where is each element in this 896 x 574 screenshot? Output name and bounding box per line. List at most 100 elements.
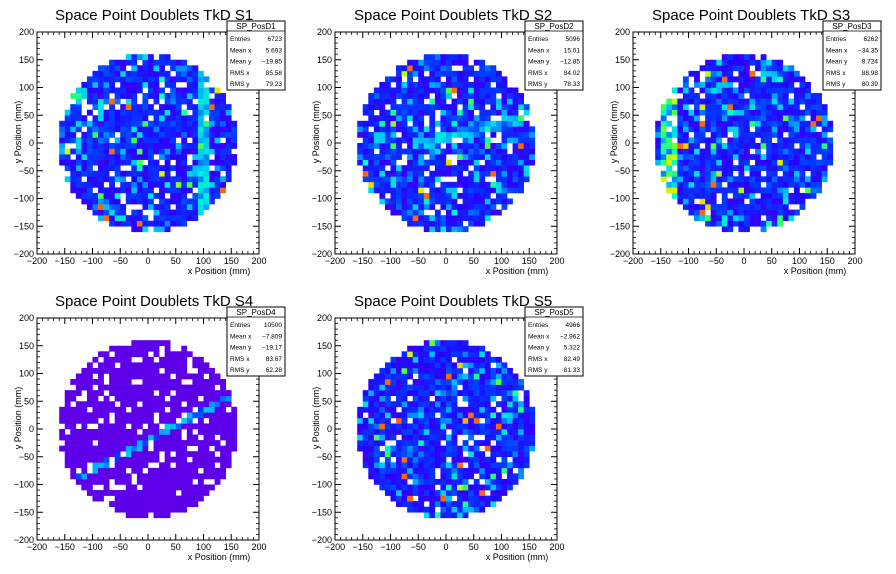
- heatmap-bin: [523, 423, 530, 430]
- heatmap-bin: [362, 429, 369, 435]
- heatmap-bin: [523, 120, 530, 127]
- heatmap-bin: [512, 429, 519, 435]
- heatmap-bin: [186, 395, 193, 402]
- heatmap-bin: [64, 131, 71, 138]
- heatmap-bin: [473, 440, 480, 446]
- stats-key: RMS x: [528, 356, 548, 363]
- heatmap-bin: [507, 484, 513, 491]
- heatmap-bin: [98, 76, 104, 83]
- heatmap-bin: [142, 484, 149, 491]
- heatmap-bin: [479, 204, 486, 210]
- heatmap-bin: [220, 154, 226, 160]
- x-tick-label: 150: [522, 256, 537, 266]
- heatmap-bin: [429, 131, 436, 138]
- heatmap-bin: [440, 81, 447, 88]
- heatmap-bin: [120, 445, 127, 452]
- y-tick-label: −100: [312, 480, 332, 490]
- heatmap-bin: [434, 65, 441, 72]
- heatmap-bin: [373, 104, 380, 110]
- heatmap-bin: [423, 467, 430, 474]
- heatmap-bin: [59, 412, 66, 419]
- stats-key: RMS x: [230, 70, 250, 77]
- heatmap-bin: [164, 384, 171, 391]
- heatmap-bin: [501, 379, 508, 385]
- heatmap-bin: [423, 81, 430, 88]
- heatmap-bin: [440, 478, 447, 485]
- heatmap-bin: [512, 423, 519, 430]
- heatmap-bin: [120, 390, 127, 396]
- heatmap-bin: [148, 137, 154, 144]
- heatmap-bin: [440, 170, 447, 177]
- heatmap-bin: [412, 440, 419, 446]
- heatmap-bin: [501, 440, 508, 446]
- heatmap-bin: [529, 126, 536, 133]
- heatmap-bin: [523, 440, 530, 446]
- heatmap-bin: [70, 181, 77, 188]
- heatmap-bin: [373, 93, 380, 99]
- heatmap-bin: [159, 204, 165, 210]
- heatmap-bin: [390, 401, 397, 408]
- heatmap-bin: [75, 434, 82, 441]
- heatmap-bin: [120, 109, 127, 116]
- heatmap-bin: [231, 429, 238, 435]
- heatmap-bin: [142, 412, 149, 419]
- heatmap-bin: [418, 187, 425, 194]
- heatmap-bin: [484, 412, 491, 419]
- heatmap-bin: [727, 54, 734, 61]
- heatmap-bin: [153, 345, 160, 352]
- heatmap-bin: [148, 373, 154, 380]
- heatmap-bin: [446, 440, 452, 446]
- heatmap-bin: [181, 209, 188, 216]
- heatmap-bin: [429, 412, 436, 419]
- heatmap-bin: [462, 495, 469, 502]
- heatmap-bin: [732, 148, 739, 155]
- heatmap-bin: [86, 148, 93, 155]
- heatmap-bin: [396, 198, 402, 205]
- heatmap-bin: [379, 429, 386, 435]
- heatmap-bin: [379, 98, 386, 105]
- heatmap-bin: [109, 143, 115, 149]
- heatmap-bin: [744, 154, 750, 160]
- heatmap-bin: [373, 462, 380, 469]
- heatmap-bin: [473, 390, 480, 396]
- heatmap-bin: [716, 131, 723, 138]
- heatmap-bin: [114, 473, 121, 480]
- stats-name: SP_PosD1: [236, 22, 276, 31]
- heatmap-bin: [429, 478, 436, 485]
- heatmap-bin: [203, 423, 210, 430]
- heatmap-bin: [125, 434, 132, 441]
- heatmap-bin: [671, 176, 678, 183]
- heatmap-bin: [418, 215, 425, 221]
- heatmap-bin: [473, 495, 480, 502]
- heatmap-bin: [738, 204, 745, 210]
- heatmap-bin: [209, 159, 215, 166]
- heatmap-bin: [225, 154, 232, 160]
- heatmap-bin: [782, 181, 789, 188]
- heatmap-bin: [490, 148, 497, 155]
- heatmap-bin: [727, 187, 734, 194]
- heatmap-bin: [159, 209, 165, 216]
- heatmap-bin: [423, 434, 430, 441]
- heatmap-bin: [451, 395, 458, 402]
- heatmap-bin: [379, 159, 386, 166]
- heatmap-bin: [771, 131, 778, 138]
- heatmap-bin: [125, 198, 132, 205]
- heatmap-bin: [164, 81, 171, 88]
- heatmap-bin: [98, 456, 104, 463]
- heatmap-bin: [192, 384, 199, 391]
- heatmap-bin: [518, 137, 524, 144]
- heatmap-bin: [368, 104, 375, 110]
- heatmap-bin: [766, 181, 773, 188]
- heatmap-bin: [749, 170, 756, 177]
- heatmap-bin: [136, 109, 143, 116]
- heatmap-bin: [462, 467, 469, 474]
- heatmap-bin: [203, 456, 210, 463]
- heatmap-bin: [434, 379, 441, 385]
- heatmap-bin: [368, 406, 375, 413]
- heatmap-bin: [418, 154, 425, 160]
- heatmap-bin: [755, 109, 761, 116]
- heatmap-bin: [396, 367, 402, 374]
- heatmap-bin: [412, 198, 419, 205]
- stats-key: Entries: [826, 36, 847, 43]
- heatmap-bin: [423, 379, 430, 385]
